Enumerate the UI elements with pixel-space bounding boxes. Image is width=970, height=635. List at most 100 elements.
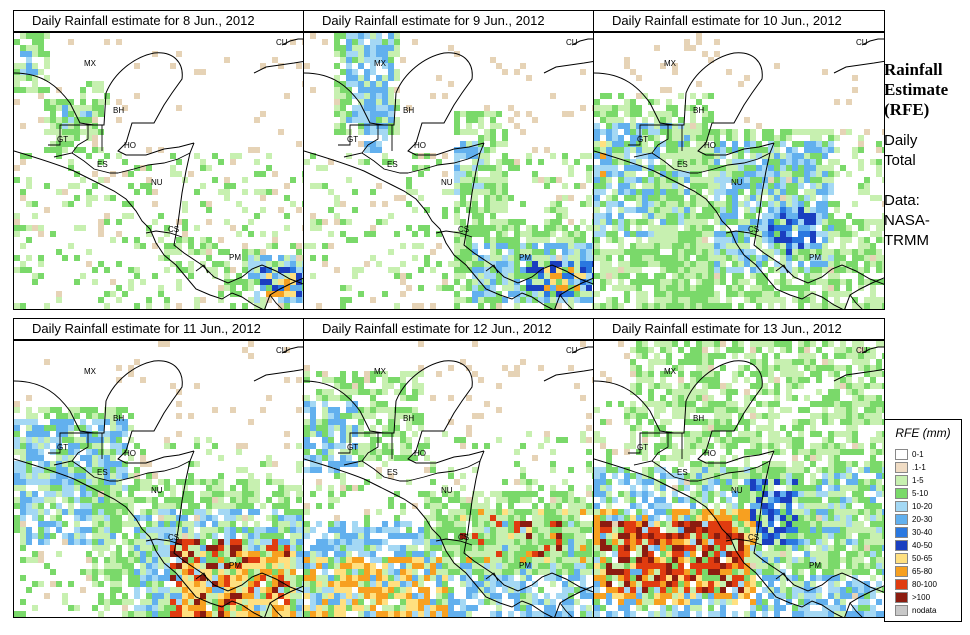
rain-cell	[278, 267, 284, 273]
rain-cell	[364, 551, 370, 557]
rain-cell	[140, 243, 146, 249]
rain-cell	[254, 491, 260, 497]
rain-cell	[660, 153, 666, 159]
rain-cell	[630, 177, 636, 183]
rain-cell	[556, 213, 562, 219]
rain-cell	[376, 99, 382, 105]
rain-cell	[642, 177, 648, 183]
rain-cell	[550, 497, 556, 503]
rain-cell	[176, 105, 182, 111]
rain-cell	[176, 539, 182, 545]
rain-cell	[586, 177, 592, 183]
rain-cell	[666, 291, 672, 297]
rain-cell	[394, 527, 400, 533]
rain-cell	[816, 303, 822, 309]
rain-cell	[164, 231, 170, 237]
rain-cell	[810, 231, 816, 237]
rain-cell	[146, 611, 152, 617]
rain-cell	[586, 437, 592, 443]
rain-cell	[508, 617, 514, 618]
rain-cell	[400, 279, 406, 285]
rain-cell	[574, 285, 580, 291]
rain-cell	[472, 617, 478, 618]
rain-cell	[376, 437, 382, 443]
rain-cell	[278, 291, 284, 297]
rain-cell	[316, 611, 322, 617]
rain-cell	[472, 297, 478, 303]
rain-cell	[580, 497, 586, 503]
rain-cell	[514, 249, 520, 255]
rain-cell	[230, 563, 236, 569]
rain-cell	[720, 129, 726, 135]
rain-cell	[44, 563, 50, 569]
rain-cell	[514, 569, 520, 575]
rain-cell	[32, 497, 38, 503]
rain-cell	[310, 431, 316, 437]
rain-cell	[666, 237, 672, 243]
rain-cell	[448, 587, 454, 593]
rain-cell	[86, 461, 92, 467]
rain-cell	[340, 533, 346, 539]
rain-cell	[376, 407, 382, 413]
rain-cell	[816, 177, 822, 183]
rain-cell	[436, 285, 442, 291]
rain-cell	[316, 593, 322, 599]
rain-cell	[478, 165, 484, 171]
rain-cell	[460, 611, 466, 617]
rain-cell	[684, 219, 690, 225]
rain-cell	[364, 539, 370, 545]
rain-cell	[672, 147, 678, 153]
rain-cell	[146, 599, 152, 605]
rain-cell	[550, 581, 556, 587]
rain-cell	[352, 563, 358, 569]
rain-cell	[834, 249, 840, 255]
rain-cell	[382, 93, 388, 99]
rain-cell	[594, 153, 600, 159]
rain-cell	[80, 479, 86, 485]
rain-cell	[732, 207, 738, 213]
rain-cell	[436, 617, 442, 618]
rain-cell	[340, 455, 346, 461]
rain-cell	[194, 557, 200, 563]
rain-cell	[388, 45, 394, 51]
rain-cell	[14, 479, 20, 485]
rain-cell	[834, 219, 840, 225]
country-border	[145, 230, 183, 238]
rain-cell	[158, 551, 164, 557]
rain-cell	[388, 117, 394, 123]
rain-cell	[708, 177, 714, 183]
rain-cell	[128, 599, 134, 605]
rain-cell	[394, 75, 400, 81]
rain-cell	[200, 569, 206, 575]
rain-cell	[606, 303, 612, 309]
country-label-cu: CU	[276, 346, 288, 355]
rain-cell	[726, 69, 732, 75]
rain-cell	[532, 515, 538, 521]
rain-cell	[322, 443, 328, 449]
rain-cell	[448, 521, 454, 527]
rain-cell	[550, 605, 556, 611]
rain-cell	[466, 171, 472, 177]
rain-cell	[472, 413, 478, 419]
rain-cell	[442, 527, 448, 533]
rain-cell	[346, 389, 352, 395]
rain-cell	[62, 497, 68, 503]
rain-cell	[442, 557, 448, 563]
rain-cell	[310, 551, 316, 557]
rain-cell	[188, 473, 194, 479]
rain-cell	[472, 201, 478, 207]
rain-cell	[472, 497, 478, 503]
rain-cell	[352, 527, 358, 533]
rain-cell	[448, 557, 454, 563]
rain-cell	[50, 123, 56, 129]
rain-cell	[68, 533, 74, 539]
rain-cell	[212, 497, 218, 503]
rain-cell	[290, 485, 296, 491]
rain-cell	[472, 503, 478, 509]
rain-cell	[792, 147, 798, 153]
rain-cell	[520, 491, 526, 497]
rain-cell	[594, 183, 600, 189]
rain-cell	[236, 563, 242, 569]
rain-cell	[732, 231, 738, 237]
rain-cell	[110, 575, 116, 581]
